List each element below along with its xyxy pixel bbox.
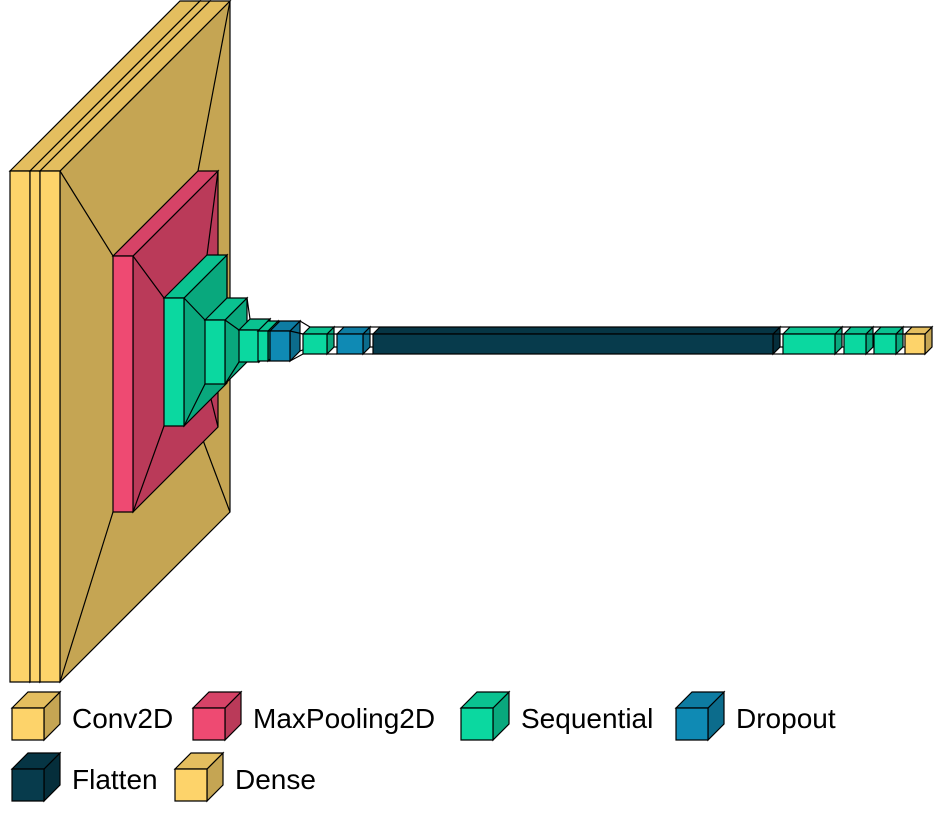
layer-13-sequential-top xyxy=(781,326,844,335)
connector-6-a xyxy=(246,297,251,320)
connector-4-a xyxy=(206,170,219,256)
connector-9-d xyxy=(289,330,304,335)
layer-12-flatten-top xyxy=(371,326,782,335)
connector-6-c xyxy=(224,361,240,385)
layer-6-sequential xyxy=(203,296,249,386)
legend-item-conv2d: Conv2D xyxy=(10,690,173,742)
legend-swatch-conv2d-icon xyxy=(10,690,62,742)
legend-swatch-dropout-icon xyxy=(674,690,726,742)
connector-9-a xyxy=(299,320,311,328)
layer-10-sequential xyxy=(301,325,336,356)
layer-9-dropout xyxy=(268,319,302,363)
layer-4-maxpooling2d-front xyxy=(112,255,134,513)
legend-swatch-sequential-icon-front xyxy=(460,707,494,741)
connector-5-d xyxy=(183,297,206,321)
legend-item-dropout: Dropout xyxy=(674,690,836,742)
layer-2-conv2d-front xyxy=(29,170,41,683)
legend-item-maxpooling2d: MaxPooling2D xyxy=(191,690,435,742)
layer-12-flatten-front xyxy=(372,333,774,355)
connector-3-c xyxy=(59,511,114,683)
layer-14-sequential xyxy=(842,325,875,356)
legend-label: MaxPooling2D xyxy=(253,703,435,734)
layer-14-sequential-front xyxy=(843,333,867,355)
connector-6-d xyxy=(224,319,240,331)
legend-swatch-conv2d-icon-front xyxy=(11,707,45,741)
connector-4-d xyxy=(132,255,165,299)
legend-label: Dense xyxy=(235,764,316,795)
layer-15-sequential xyxy=(872,325,905,356)
layer-11-dropout-front xyxy=(336,333,364,355)
connector-9-c xyxy=(289,353,304,362)
layer-8-sequential-front xyxy=(257,330,269,362)
connector-5-c xyxy=(183,383,206,427)
layer-10-sequential-front xyxy=(302,333,328,355)
legend-item-flatten: Flatten xyxy=(10,751,158,803)
layer-3-conv2d-front xyxy=(39,170,61,683)
layer-16-dense-front xyxy=(904,333,926,355)
legend-swatch-flatten-icon-front xyxy=(11,768,45,802)
legend-swatch-flatten-icon xyxy=(10,751,62,803)
legend-swatch-dropout-icon-front xyxy=(675,707,709,741)
layer-7-sequential-front xyxy=(238,329,260,363)
connector-3-d xyxy=(59,170,114,257)
layer-1-conv2d-front xyxy=(9,170,31,683)
layer-13-sequential-front xyxy=(782,333,836,355)
layer-9-dropout-front xyxy=(269,330,291,362)
legend-item-sequential: Sequential xyxy=(459,690,653,742)
layer-6-sequential-front xyxy=(204,319,226,385)
legend-label: Sequential xyxy=(521,703,653,734)
layer-13-sequential xyxy=(781,325,844,356)
legend: Conv2D MaxPooling2D Sequential Dropout Flatt… xyxy=(10,690,836,803)
layer-stack xyxy=(8,0,934,684)
legend-label: Dropout xyxy=(736,703,836,734)
layer-15-sequential-front xyxy=(873,333,897,355)
legend-item-dense: Dense xyxy=(173,751,316,803)
legend-label: Flatten xyxy=(72,764,158,795)
connector-4-c xyxy=(132,425,165,513)
layer-16-dense xyxy=(903,325,934,356)
layer-12-flatten xyxy=(371,325,782,356)
layer-11-dropout xyxy=(335,325,372,356)
legend-label: Conv2D xyxy=(72,703,173,734)
legend-swatch-dense-icon xyxy=(173,751,225,803)
legend-swatch-maxpooling2d-icon-front xyxy=(192,707,226,741)
connector-3-a xyxy=(197,0,231,172)
legend-swatch-sequential-icon xyxy=(459,690,511,742)
layer-5-sequential-front xyxy=(163,297,185,427)
legend-swatch-maxpooling2d-icon xyxy=(191,690,243,742)
legend-swatch-dense-icon-front xyxy=(174,768,208,802)
